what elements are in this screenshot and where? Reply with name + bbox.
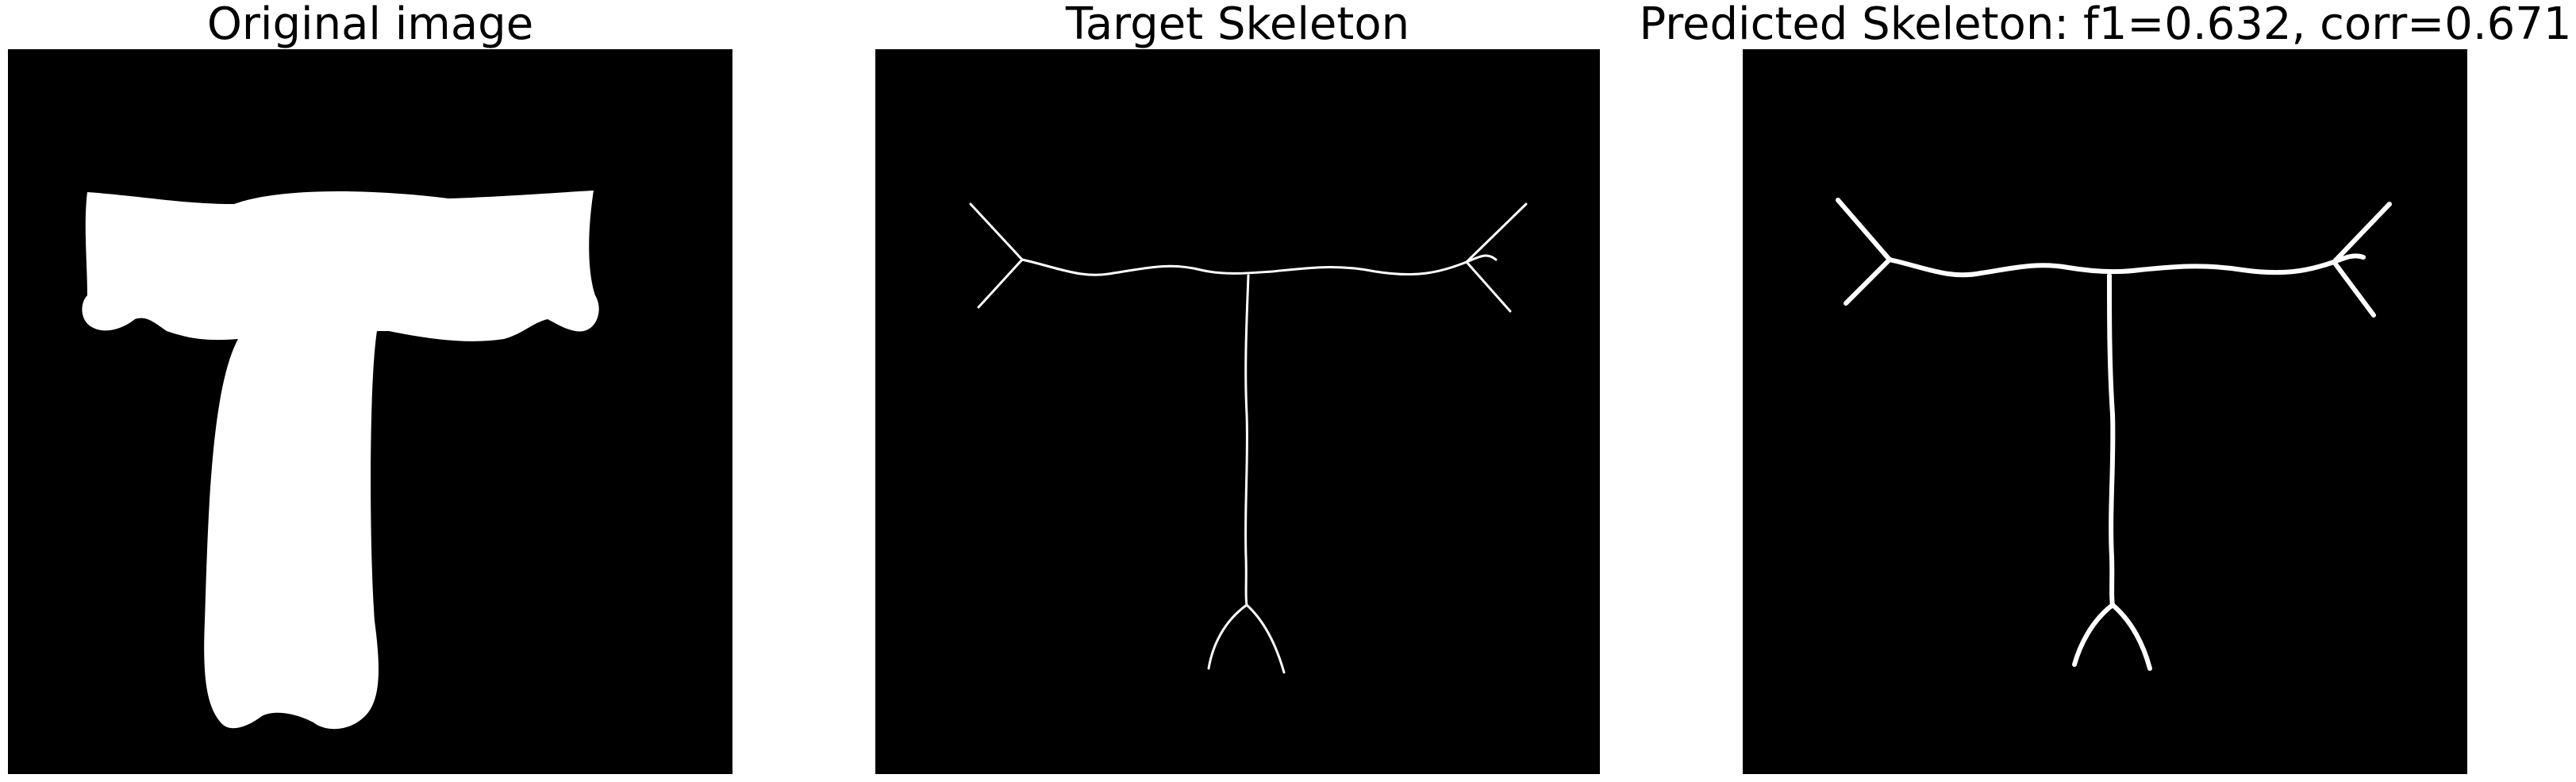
skeleton-left-branch-down xyxy=(977,258,1024,309)
pred-stem xyxy=(2107,273,2116,607)
original-image xyxy=(8,49,732,774)
skeleton-foot-left xyxy=(1207,603,1248,670)
skeleton-left-branch-up xyxy=(969,202,1024,261)
pred-right-branch-down xyxy=(2332,260,2376,318)
target-skeleton-image xyxy=(875,49,1600,774)
predicted-skeleton-image xyxy=(1743,49,2467,774)
panel-title-original: Original image xyxy=(206,0,534,50)
skeleton-stem xyxy=(1244,274,1250,607)
pred-crossbar xyxy=(1887,253,2366,278)
skeleton-right-branch-down xyxy=(1465,260,1512,313)
skeleton-foot-right xyxy=(1245,603,1286,674)
pred-left-branch-up xyxy=(1836,198,1892,262)
pred-left-branch-down xyxy=(1844,257,1892,306)
skeleton-right-branch-up xyxy=(1465,202,1528,264)
predicted-skeleton-svg xyxy=(1836,198,2392,671)
pred-right-branch-up xyxy=(2332,202,2392,264)
target-skeleton-svg xyxy=(969,202,1528,674)
skeleton-crossbar xyxy=(1021,254,1498,276)
pred-foot-left xyxy=(2072,603,2115,667)
pred-foot-right xyxy=(2110,603,2152,671)
panel-title-target: Target Skeleton xyxy=(1065,0,1410,50)
original-image-svg xyxy=(82,191,599,730)
t-shape xyxy=(82,191,599,730)
panel-title-predicted: Predicted Skeleton: f1=0.632, corr=0.671 xyxy=(1639,0,2572,50)
